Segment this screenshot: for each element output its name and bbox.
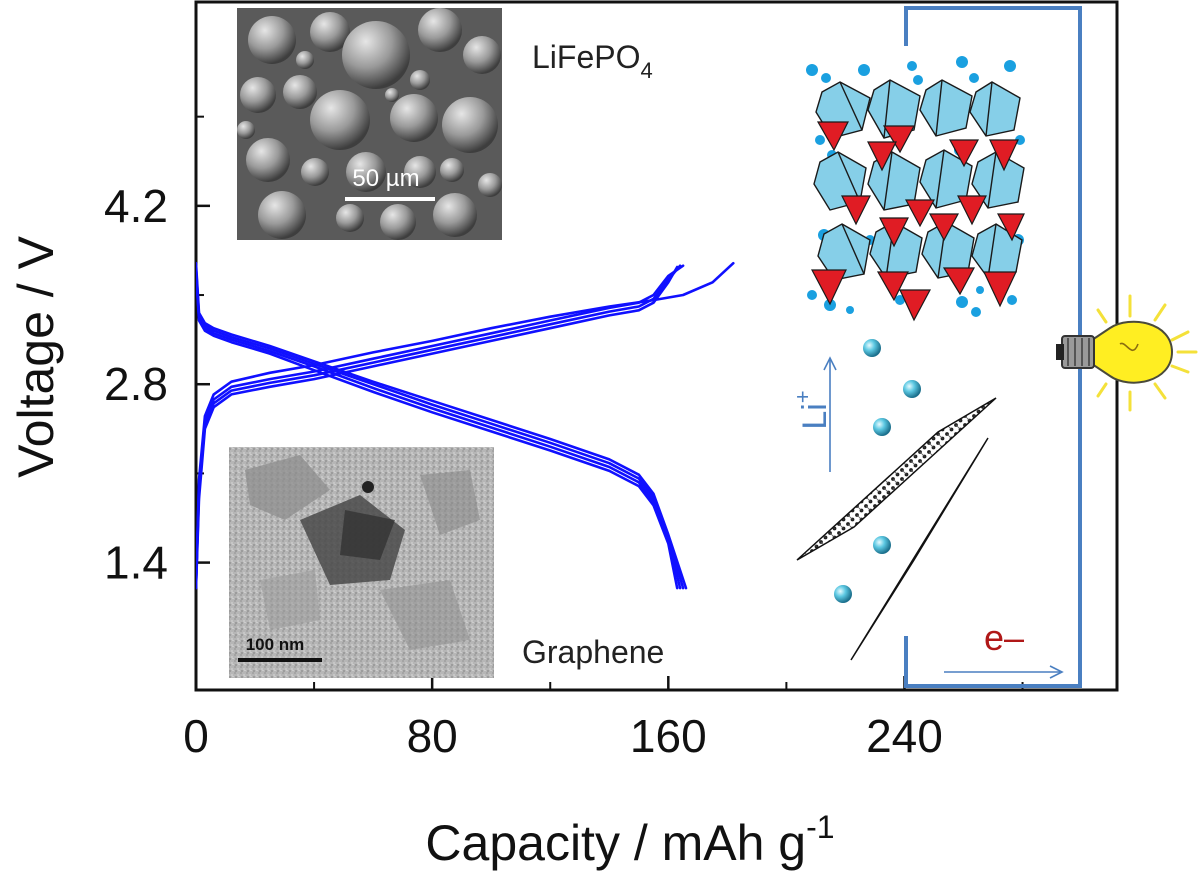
x-axis-title-superscript: -1 [806, 809, 834, 845]
anode-label: Graphene [522, 634, 664, 670]
li-ion-label: Li+ [790, 390, 834, 429]
feo6-octahedra [813, 79, 1025, 281]
x-tick-label: 0 [183, 710, 209, 762]
charge-curve-1 [196, 265, 679, 590]
sem-particles [237, 8, 502, 240]
x-axis-title-main: Capacity / mAh g [425, 815, 806, 871]
sem-scale-bar-label: 50 µm [352, 165, 419, 192]
tem-inset: 100 nm [229, 447, 494, 678]
x-tick-label: 240 [866, 710, 943, 762]
y-tick-label: 2.8 [104, 358, 168, 410]
po4-tetrahedra [811, 121, 1025, 322]
discharge-curve-6 [196, 268, 682, 590]
y-tick-label: 1.4 [104, 537, 168, 589]
x-axis-title: Capacity / mAh g-1 [425, 809, 834, 871]
li-ions [834, 339, 921, 603]
charge-discharge-curves [196, 261, 735, 590]
cathode-label-main: LiFePO [532, 39, 640, 75]
discharge-curve-5 [196, 270, 679, 590]
graphene-sheets [796, 397, 997, 661]
sem-inset: 50 µm [237, 8, 502, 240]
electron-label: e– [984, 617, 1024, 658]
li-ion-label-main: Li [796, 403, 834, 429]
li-ion-arrow [823, 356, 837, 472]
y-axis-title: Voltage / V [8, 235, 64, 477]
li-ion-label-superscript: + [790, 390, 815, 403]
axis-ticks: 0 80 160 240 1.4 2.8 4.2 [104, 115, 1024, 762]
y-tick-label: 4.2 [104, 180, 168, 232]
charge-curve-3 [196, 264, 685, 585]
discharge-curve-7 [196, 265, 685, 590]
cathode-label-subscript: 4 [640, 58, 652, 83]
charge-curve-4 [196, 261, 735, 590]
olivine-crystal-structure [806, 56, 1025, 322]
cathode-label: LiFePO4 [532, 39, 653, 83]
discharge-curve-8 [196, 261, 688, 590]
electron-arrow [944, 665, 1064, 679]
x-tick-label: 80 [407, 710, 458, 762]
sem-scale-bar [345, 197, 435, 201]
light-bulb-icon [1056, 294, 1198, 412]
tem-scale-bar [238, 658, 322, 662]
x-tick-label: 160 [630, 710, 707, 762]
tem-scale-bar-label: 100 nm [246, 635, 305, 654]
